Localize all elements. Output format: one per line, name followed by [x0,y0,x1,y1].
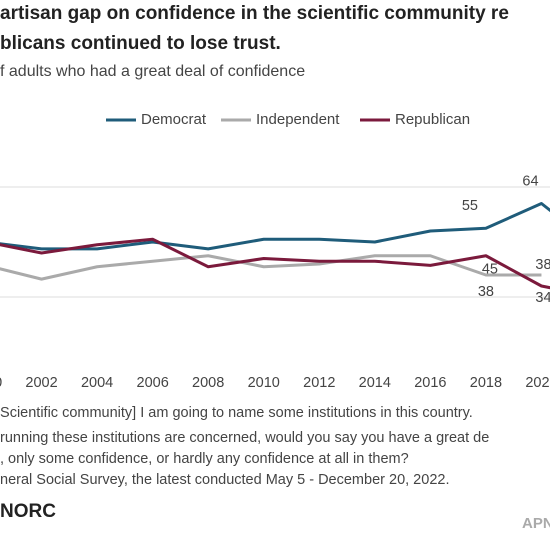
x-tick-label: 2004 [81,375,113,391]
x-tick-label: 2016 [414,375,446,391]
note: running these institutions are concerned… [0,430,489,446]
x-tick-label: 2012 [303,375,335,391]
x-tick-label: 2014 [359,375,391,391]
data-label: 34 [535,290,550,306]
x-tick-label: 2018 [470,375,502,391]
note: neral Social Survey, the latest conducte… [0,472,449,488]
logo: NORC [0,501,56,522]
subtitle: f adults who had a great deal of confide… [0,63,305,80]
series-line [0,237,550,290]
x-tick-label: 2020 [525,375,550,391]
data-label: 38 [478,284,494,300]
x-tick-label: 2008 [192,375,224,391]
x-tick-label: 2010 [248,375,280,391]
note: , only some confidence, or hardly any co… [0,451,409,467]
data-label: 64 [522,173,538,189]
chart-title: blicans continued to lose trust. [0,33,281,54]
note: [Scientific community] I am going to nam… [0,405,473,421]
logo: APN [522,515,550,532]
legend-label: Republican [395,111,470,128]
data-label: 38 [535,257,550,273]
x-tick-label: 2006 [137,375,169,391]
chart-title: artisan gap on confidence in the scienti… [0,3,509,24]
x-tick-label: 2002 [25,375,57,391]
legend-label: Democrat [141,111,207,128]
data-label: 55 [462,198,478,214]
legend-label: Independent [256,111,340,128]
series-line [0,202,550,251]
x-tick-label: 2000 [0,375,2,391]
data-label: 45 [482,262,498,278]
